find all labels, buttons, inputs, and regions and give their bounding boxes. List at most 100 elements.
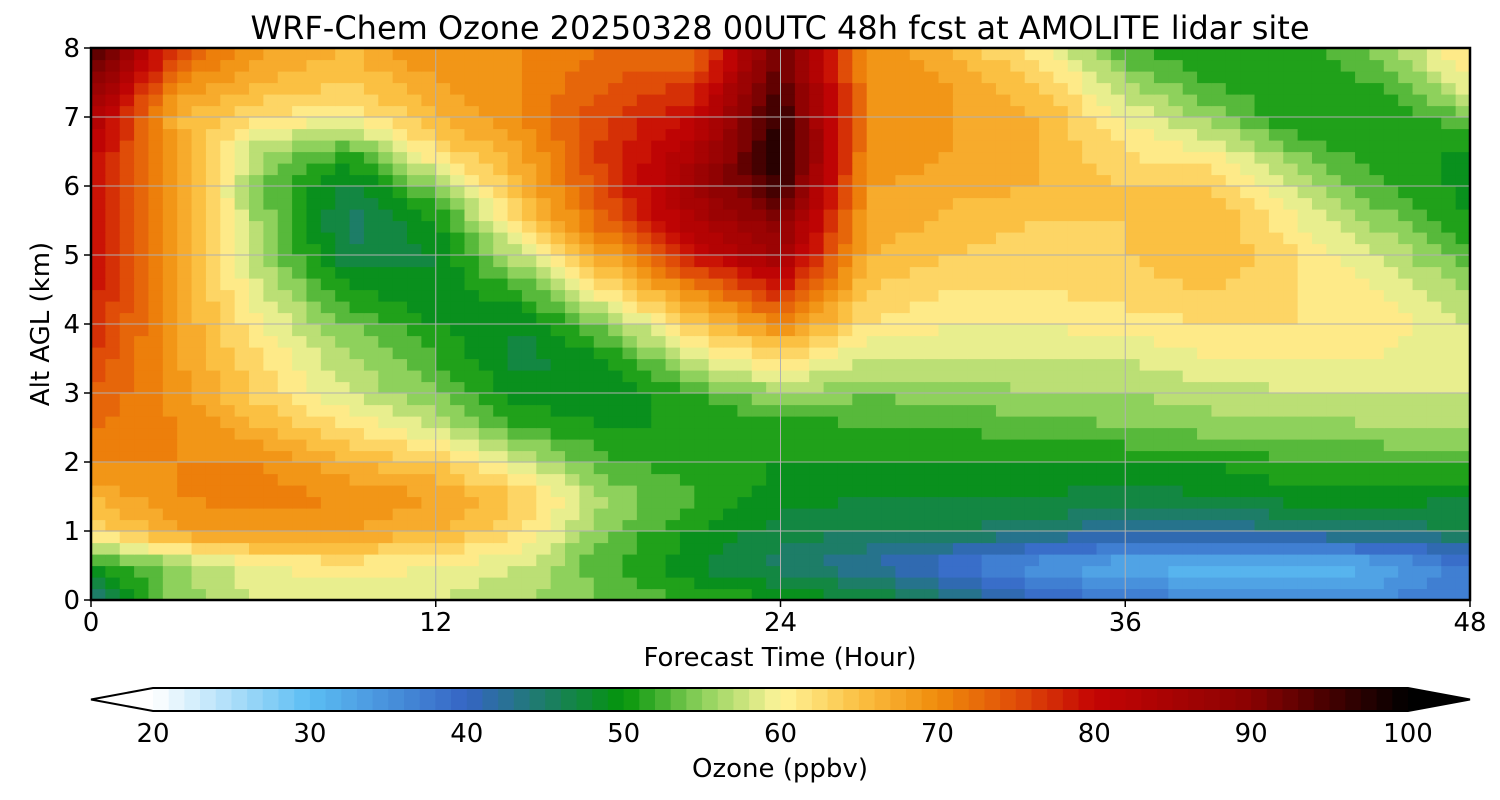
heatmap-cell — [292, 542, 308, 555]
heatmap-cell — [363, 485, 379, 498]
heatmap-cell — [1211, 496, 1227, 509]
heatmap-cell — [1053, 577, 1069, 590]
heatmap-cell — [435, 174, 451, 187]
heatmap-cell — [1340, 485, 1356, 498]
heatmap-cell — [866, 324, 882, 337]
heatmap-cell — [593, 232, 609, 245]
heatmap-cell — [1311, 554, 1327, 567]
heatmap-cell — [1182, 301, 1198, 314]
heatmap-cell — [1340, 243, 1356, 256]
heatmap-cell — [1067, 232, 1083, 245]
heatmap-cell — [1441, 416, 1457, 429]
heatmap-cell — [766, 324, 782, 337]
heatmap-cell — [1139, 312, 1155, 325]
heatmap-cell — [1197, 496, 1213, 509]
heatmap-cell — [679, 82, 695, 95]
heatmap-cell — [363, 508, 379, 521]
heatmap-cell — [723, 519, 738, 532]
heatmap-cell — [751, 508, 767, 521]
heatmap-cell — [1139, 519, 1155, 532]
heatmap-cell — [478, 71, 494, 84]
heatmap-cell — [809, 232, 825, 245]
heatmap-cell — [191, 531, 207, 544]
heatmap-cell — [119, 577, 135, 590]
heatmap-cell — [277, 117, 293, 130]
heatmap-cell — [1426, 197, 1442, 210]
heatmap-cell — [938, 393, 954, 406]
heatmap-cell — [565, 358, 580, 371]
heatmap-cell — [1398, 462, 1414, 475]
heatmap-cell — [823, 462, 839, 475]
heatmap-cell — [277, 393, 293, 406]
heatmap-cell — [521, 404, 537, 417]
heatmap-cell — [809, 312, 825, 325]
heatmap-cell — [1139, 335, 1155, 348]
heatmap-cell — [751, 94, 767, 107]
heatmap-cell — [1240, 186, 1256, 199]
heatmap-cell — [407, 462, 422, 475]
heatmap-cell — [1225, 186, 1241, 199]
heatmap-cell — [249, 416, 264, 429]
heatmap-cell — [105, 554, 121, 567]
heatmap-cell — [1283, 427, 1299, 440]
heatmap-cell — [608, 140, 624, 153]
heatmap-cell — [651, 255, 667, 268]
heatmap-cell — [320, 117, 336, 130]
colorbar-segment — [906, 688, 923, 711]
heatmap-cell — [478, 554, 494, 567]
heatmap-cell — [105, 393, 121, 406]
heatmap-cell — [1010, 255, 1026, 268]
heatmap-cell — [995, 163, 1011, 176]
heatmap-cell — [1326, 140, 1342, 153]
heatmap-cell — [794, 496, 810, 509]
heatmap-cell — [191, 508, 207, 521]
heatmap-cell — [967, 335, 983, 348]
heatmap-cell — [823, 266, 839, 279]
heatmap-cell — [407, 496, 422, 509]
heatmap-cell — [952, 117, 968, 130]
heatmap-cell — [1268, 232, 1284, 245]
heatmap-cell — [91, 508, 106, 521]
heatmap-cell — [1039, 485, 1055, 498]
heatmap-cell — [1398, 312, 1414, 325]
heatmap-cell — [550, 393, 566, 406]
heatmap-cell — [148, 393, 164, 406]
heatmap-cell — [392, 450, 408, 463]
heatmap-cell — [1024, 542, 1040, 555]
heatmap-cell — [708, 565, 724, 578]
heatmap-cell — [694, 508, 710, 521]
heatmap-cell — [320, 393, 336, 406]
heatmap-cell — [751, 197, 767, 210]
heatmap-cell — [1082, 439, 1098, 452]
heatmap-cell — [306, 347, 322, 360]
heatmap-cell — [895, 105, 911, 118]
heatmap-cell — [1197, 186, 1213, 199]
heatmap-cell — [1254, 255, 1270, 268]
heatmap-cell — [938, 71, 954, 84]
heatmap-cell — [234, 347, 250, 360]
heatmap-cell — [909, 209, 925, 222]
heatmap-cell — [1340, 508, 1356, 521]
heatmap-cell — [421, 496, 437, 509]
heatmap-cell — [134, 519, 150, 532]
heatmap-cell — [995, 105, 1011, 118]
heatmap-cell — [335, 197, 351, 210]
heatmap-cell — [1053, 128, 1069, 141]
heatmap-cell — [723, 462, 738, 475]
heatmap-cell — [1268, 105, 1284, 118]
heatmap-cell — [1355, 232, 1371, 245]
heatmap-cell — [737, 358, 753, 371]
heatmap-cell — [1326, 427, 1342, 440]
heatmap-cell — [823, 358, 839, 371]
heatmap-cell — [1110, 220, 1126, 233]
heatmap-cell — [1297, 462, 1313, 475]
heatmap-cell — [1383, 94, 1399, 107]
heatmap-cell — [1268, 554, 1284, 567]
heatmap-cell — [952, 473, 968, 486]
heatmap-cell — [320, 554, 336, 567]
heatmap-cell — [967, 255, 983, 268]
heatmap-cell — [823, 519, 839, 532]
heatmap-cell — [579, 531, 595, 544]
heatmap-cell — [1182, 151, 1198, 164]
heatmap-cell — [234, 496, 250, 509]
